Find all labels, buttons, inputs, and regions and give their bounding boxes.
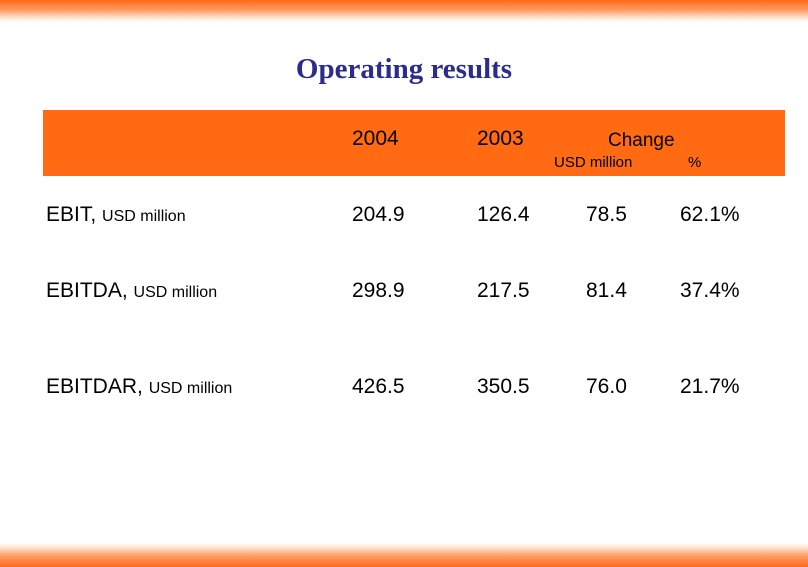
header-2003: 2003 xyxy=(477,127,524,150)
header-2004: 2004 xyxy=(352,127,399,150)
row-label-unit: USD million xyxy=(102,208,186,225)
ebitdar-change-pct: 21.7% xyxy=(680,375,740,398)
ebit-change-usd: 78.5 xyxy=(586,203,627,226)
ebitda-change-usd: 81.4 xyxy=(586,279,627,302)
top-decorative-band xyxy=(0,0,808,22)
ebitdar-2003: 350.5 xyxy=(477,375,530,398)
header-change-pct: % xyxy=(688,154,702,171)
ebitda-2003: 217.5 xyxy=(477,279,530,302)
page-title: Operating results xyxy=(295,53,513,85)
ebitdar-change-usd: 76.0 xyxy=(586,375,627,398)
bottom-decorative-band xyxy=(0,543,808,567)
row-label-text: EBITDA, xyxy=(46,279,128,302)
row-label-ebitdar: EBITDAR, USD million xyxy=(46,375,232,399)
ebit-2003: 126.4 xyxy=(477,203,530,226)
row-label-text: EBIT, xyxy=(46,203,97,226)
header-change-usd: USD million xyxy=(554,154,633,171)
row-label-unit: USD million xyxy=(148,380,233,397)
ebitda-change-pct: 37.4% xyxy=(680,279,740,302)
row-label-ebitda: EBITDA, USD million xyxy=(46,279,217,303)
ebitda-2004: 298.9 xyxy=(352,279,405,302)
table-header-bar xyxy=(43,110,785,176)
row-label-unit: USD million xyxy=(133,284,218,301)
ebit-2004: 204.9 xyxy=(352,203,405,226)
ebit-change-pct: 62.1% xyxy=(680,203,740,226)
row-label-ebit: EBIT, USD million xyxy=(46,203,186,227)
ebitdar-2004: 426.5 xyxy=(352,375,405,398)
header-change: Change xyxy=(608,130,675,151)
row-label-text: EBITDAR, xyxy=(46,375,143,398)
